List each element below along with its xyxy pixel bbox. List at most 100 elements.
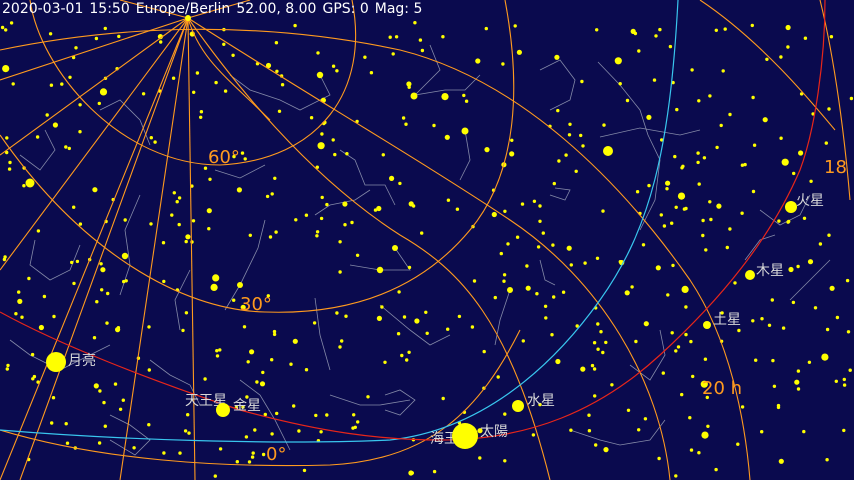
star bbox=[401, 116, 406, 120]
star bbox=[231, 53, 235, 57]
star bbox=[181, 328, 185, 333]
star bbox=[207, 227, 211, 231]
star bbox=[97, 441, 102, 445]
star bbox=[304, 213, 309, 217]
star bbox=[94, 36, 99, 41]
star bbox=[750, 23, 754, 28]
star bbox=[513, 24, 517, 28]
star bbox=[36, 229, 41, 233]
star bbox=[464, 99, 469, 103]
star bbox=[803, 36, 808, 40]
star bbox=[720, 311, 724, 315]
sun-label: 太陽 bbox=[480, 424, 508, 440]
star bbox=[706, 424, 710, 428]
star bbox=[38, 324, 45, 331]
star bbox=[652, 78, 657, 82]
star bbox=[728, 227, 732, 231]
venus-marker[interactable] bbox=[216, 403, 230, 417]
star bbox=[624, 290, 630, 296]
star bbox=[455, 207, 460, 211]
star bbox=[802, 429, 806, 434]
star bbox=[719, 123, 723, 128]
solar-system-bodies[interactable]: 月亮 天王星 金星 海王星 太陽 水星 土星 木星 火星 bbox=[46, 193, 824, 449]
star bbox=[277, 109, 282, 114]
bright-star bbox=[507, 287, 513, 293]
star bbox=[191, 219, 196, 223]
star bbox=[333, 152, 337, 157]
star bbox=[701, 233, 705, 238]
star bbox=[661, 371, 665, 375]
star bbox=[31, 377, 35, 381]
star bbox=[99, 88, 108, 96]
star bbox=[259, 381, 266, 387]
star bbox=[668, 44, 673, 49]
star bbox=[477, 428, 483, 434]
star bbox=[538, 204, 542, 208]
star bbox=[178, 451, 182, 455]
star bbox=[684, 305, 688, 309]
saturn-marker[interactable] bbox=[703, 321, 711, 329]
star bbox=[0, 25, 5, 30]
label-ra-18: 18 bbox=[824, 157, 847, 178]
star bbox=[721, 69, 725, 73]
star bbox=[122, 279, 126, 284]
star bbox=[665, 187, 669, 191]
star bbox=[733, 281, 737, 285]
star bbox=[407, 350, 411, 354]
star bbox=[760, 430, 764, 434]
star bbox=[261, 452, 266, 457]
star bbox=[503, 209, 507, 213]
star bbox=[829, 285, 835, 291]
sun-marker[interactable] bbox=[452, 423, 478, 449]
star bbox=[630, 285, 634, 289]
star bbox=[515, 235, 520, 239]
star bbox=[248, 233, 252, 237]
star bbox=[592, 341, 597, 345]
star bbox=[366, 395, 370, 399]
star bbox=[261, 370, 265, 375]
star bbox=[501, 62, 505, 66]
star bbox=[441, 396, 445, 401]
star bbox=[381, 153, 385, 157]
star bbox=[551, 243, 555, 247]
star bbox=[402, 315, 407, 319]
mars-marker[interactable] bbox=[785, 201, 797, 213]
star bbox=[799, 92, 804, 96]
star bbox=[835, 315, 840, 320]
jupiter-marker[interactable] bbox=[745, 270, 755, 280]
status-timezone: Europe/Berlin bbox=[135, 1, 231, 17]
star bbox=[779, 136, 783, 140]
star bbox=[407, 265, 412, 270]
star bbox=[5, 150, 9, 155]
star bbox=[242, 325, 247, 329]
star bbox=[52, 314, 56, 319]
star-field bbox=[0, 21, 854, 478]
star bbox=[405, 358, 409, 362]
star bbox=[356, 420, 360, 424]
star bbox=[340, 339, 344, 343]
star bbox=[319, 430, 323, 434]
star bbox=[752, 143, 757, 147]
star bbox=[71, 55, 76, 60]
moon-marker[interactable] bbox=[46, 352, 66, 372]
star bbox=[289, 362, 293, 366]
star bbox=[670, 331, 674, 335]
star bbox=[603, 447, 609, 453]
star bbox=[6, 363, 10, 368]
star bbox=[352, 413, 356, 417]
mercury-marker[interactable] bbox=[512, 400, 524, 412]
star bbox=[245, 395, 249, 399]
star bbox=[677, 192, 686, 200]
star bbox=[543, 304, 548, 308]
saturn-label: 土星 bbox=[713, 312, 741, 328]
star bbox=[581, 144, 585, 148]
star bbox=[162, 451, 166, 455]
star bbox=[825, 458, 829, 462]
star bbox=[760, 317, 764, 321]
star bbox=[335, 69, 339, 73]
star bbox=[825, 327, 830, 332]
venus-label: 金星 bbox=[233, 398, 261, 414]
star bbox=[462, 93, 466, 98]
star bbox=[446, 327, 450, 331]
